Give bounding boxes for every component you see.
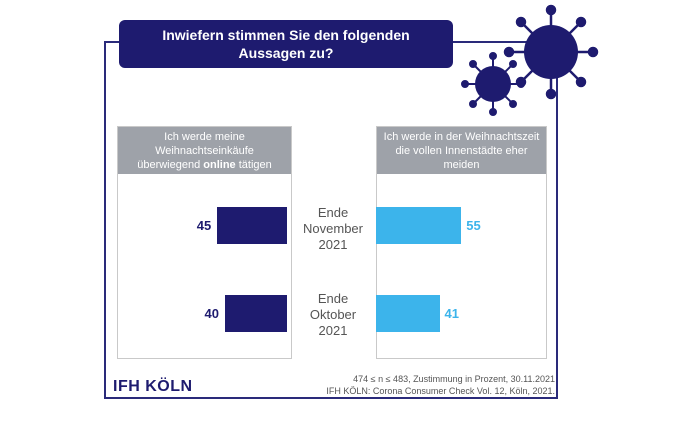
- right-bar-1: [376, 295, 440, 332]
- left-value-label-1: 40: [204, 306, 219, 321]
- category-1-line-2: Oktober: [309, 307, 357, 322]
- right-series-line-2: die vollen Innenstädte eher: [395, 144, 528, 157]
- coronavirus-icon-large: [503, 4, 599, 100]
- ifh-koeln-logo: IFH KÖLN: [113, 378, 193, 395]
- left-value-label-0: 45: [196, 218, 212, 233]
- title-line-2: Aussagen zu?: [238, 45, 334, 61]
- left-series-header: Ich werde meine Weihnachtseinkäufe überw…: [118, 127, 291, 174]
- coronavirus-icon-small: [461, 52, 525, 116]
- left-series-line-3-pre: überwiegend: [137, 158, 204, 171]
- left-series-line-3: überwiegend online tätigen: [137, 158, 272, 172]
- title-line-1: Inwiefern stimmen Sie den folgenden: [162, 27, 410, 43]
- right-series-line-1: Ich werde in der Weihnachtszeit: [383, 130, 540, 143]
- category-0-line-2: November: [303, 221, 363, 236]
- left-series-line-3-post: tätigen: [235, 158, 272, 171]
- category-0-line-1: Ende: [317, 205, 349, 220]
- left-series-line-3-bold: online: [203, 158, 236, 171]
- right-value-label-0: 55: [466, 218, 481, 233]
- footnote-sample: 474 ≤ n ≤ 483, Zustimmung in Prozent, 30…: [353, 374, 555, 384]
- category-1-line-1: Ende: [317, 291, 349, 306]
- left-series-line-2: Weihnachtseinkäufe: [155, 144, 254, 157]
- left-bar-1: [225, 295, 287, 332]
- category-1-line-3: 2021: [318, 323, 348, 338]
- right-value-label-1: 41: [444, 306, 460, 321]
- right-bar-0: [376, 207, 462, 244]
- right-series-line-3: meiden: [443, 158, 480, 171]
- category-label: Ende Oktober 2021: [293, 291, 373, 339]
- footnote-source: IFH KÖLN: Corona Consumer Check Vol. 12,…: [326, 386, 555, 396]
- category-label: Ende November 2021: [293, 205, 373, 253]
- right-series-header: Ich werde in der Weihnachtszeit die voll…: [377, 127, 546, 174]
- chart-title: Inwiefern stimmen Sie den folgenden Auss…: [119, 20, 453, 68]
- left-series-line-1: Ich werde meine: [164, 130, 245, 143]
- left-bar-0: [217, 207, 287, 244]
- category-0-line-3: 2021: [318, 237, 348, 252]
